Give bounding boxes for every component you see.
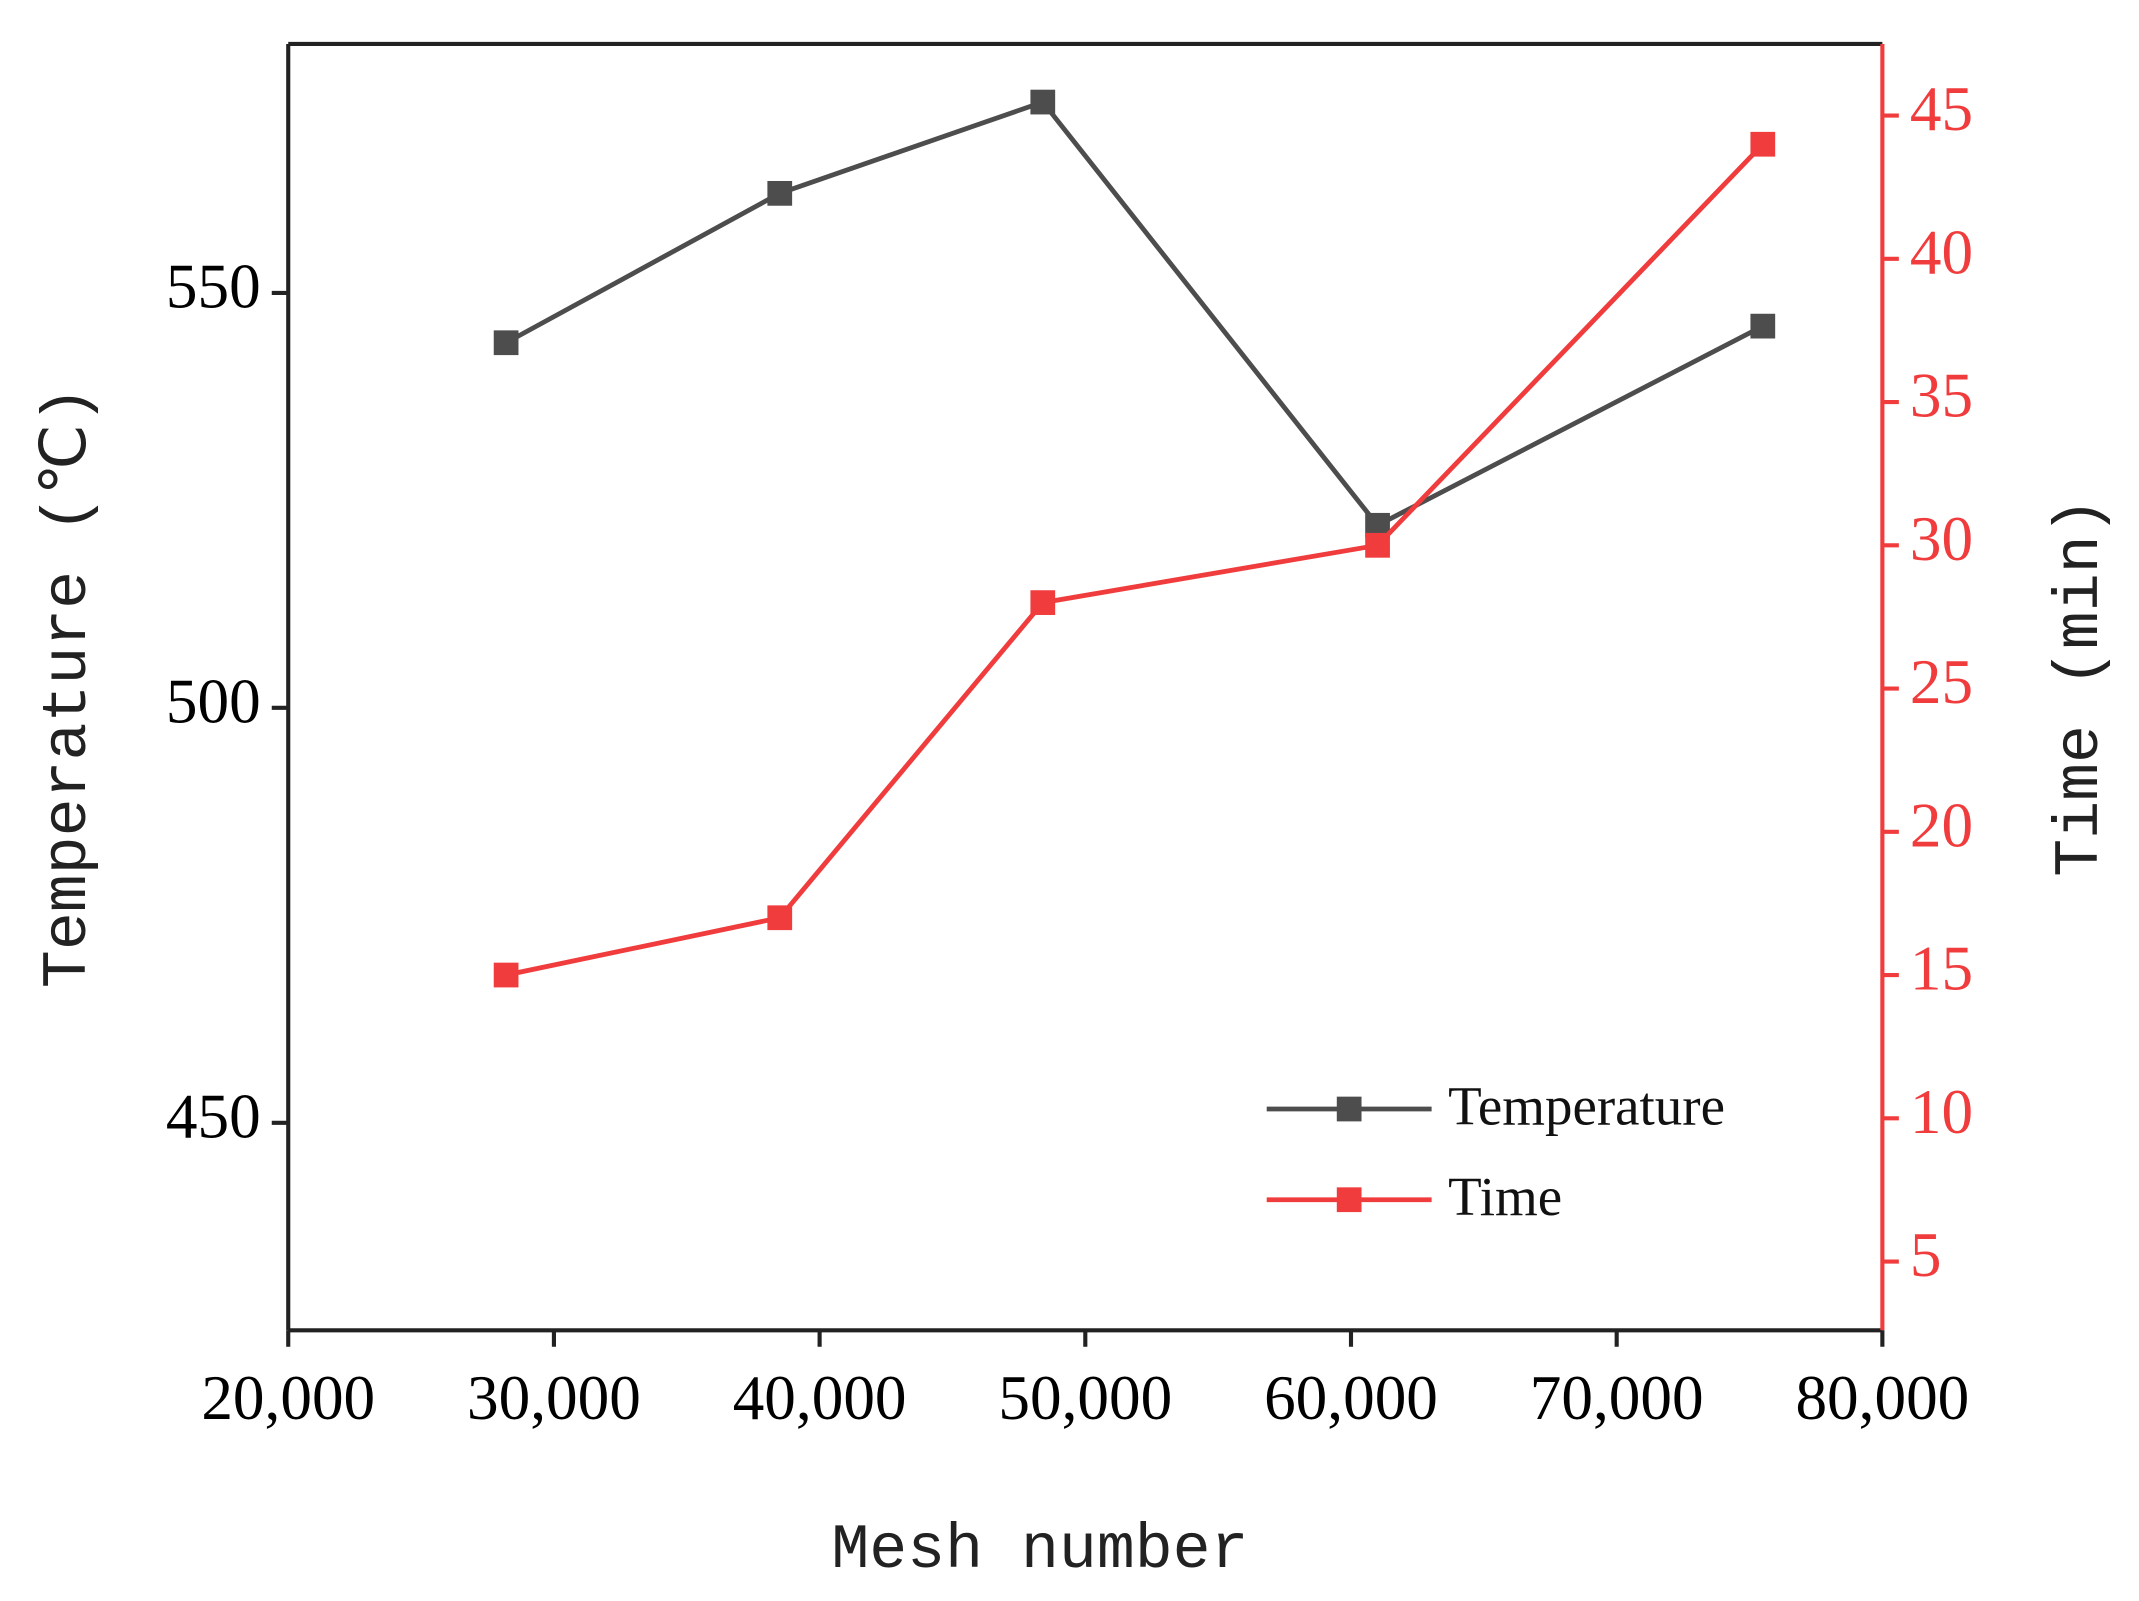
point-marker bbox=[767, 180, 793, 206]
x-tick-label: 30,000 bbox=[467, 1363, 641, 1433]
x-tick-label: 80,000 bbox=[1795, 1363, 1969, 1433]
y2-tick-label: 10 bbox=[1910, 1077, 1973, 1147]
y2-tick-label: 40 bbox=[1910, 217, 1973, 287]
y2-axis-title: Time (min) bbox=[2044, 497, 2116, 876]
x-tick-label: 60,000 bbox=[1264, 1363, 1438, 1433]
series-line bbox=[505, 142, 1765, 978]
x-tick-label: 50,000 bbox=[998, 1363, 1172, 1433]
x-tick-label: 20,000 bbox=[201, 1363, 375, 1433]
point-marker bbox=[1750, 313, 1776, 339]
y-tick-label: 550 bbox=[166, 251, 261, 321]
point-marker bbox=[493, 962, 519, 988]
point-marker bbox=[1030, 590, 1056, 615]
point-marker bbox=[493, 330, 519, 356]
legend-label: Temperature bbox=[1448, 1075, 1725, 1136]
x-tick-label: 40,000 bbox=[733, 1363, 907, 1433]
series-line bbox=[504, 99, 1764, 529]
legend-marker bbox=[1336, 1096, 1362, 1122]
x-tick-label: 70,000 bbox=[1530, 1363, 1704, 1433]
point-marker bbox=[1750, 131, 1776, 157]
y2-tick-label: 20 bbox=[1910, 790, 1973, 860]
y2-tick-label: 45 bbox=[1910, 74, 1973, 144]
legend-label: Time bbox=[1448, 1166, 1562, 1227]
point-marker bbox=[1030, 89, 1056, 115]
point-marker bbox=[1365, 532, 1390, 558]
y2-tick-label: 25 bbox=[1910, 647, 1973, 717]
legend-marker bbox=[1336, 1187, 1362, 1213]
y2-tick-label: 5 bbox=[1910, 1220, 1942, 1290]
point-marker bbox=[767, 905, 793, 931]
y-tick-label: 500 bbox=[166, 666, 261, 736]
y-axis-title: Temperature (℃) bbox=[32, 386, 104, 988]
y2-tick-label: 30 bbox=[1910, 504, 1973, 574]
y-tick-label: 450 bbox=[166, 1081, 261, 1151]
y2-tick-label: 15 bbox=[1910, 934, 1973, 1004]
y2-tick-label: 35 bbox=[1910, 361, 1973, 431]
x-axis-title: Mesh number bbox=[831, 1514, 1248, 1586]
